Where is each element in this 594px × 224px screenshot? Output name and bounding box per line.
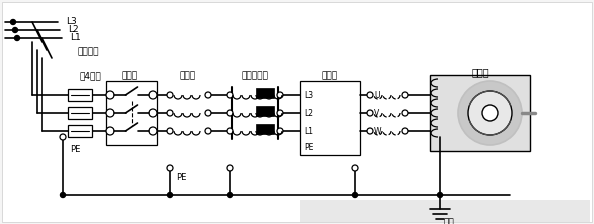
Text: PE: PE [176,174,187,183]
Circle shape [402,92,408,98]
Text: V: V [374,108,379,118]
Text: 进线电抗器: 进线电抗器 [242,71,268,80]
Text: L3: L3 [304,90,313,99]
Circle shape [167,165,173,171]
Circle shape [227,165,233,171]
Text: L2: L2 [304,108,313,118]
Text: L2: L2 [68,24,78,34]
Circle shape [277,92,283,98]
Text: W: W [374,127,381,136]
Text: 隔离开关: 隔离开关 [78,47,100,56]
Circle shape [12,28,17,32]
Circle shape [167,110,173,116]
Text: U: U [374,90,380,99]
Circle shape [438,192,443,198]
Bar [430,75,530,151]
Text: L3: L3 [66,17,77,26]
Text: 接地: 接地 [444,218,455,224]
Bar [256,124,274,134]
Circle shape [352,165,358,171]
Bar [256,88,274,98]
Text: PE: PE [304,142,314,151]
Circle shape [402,128,408,134]
Circle shape [14,35,20,41]
Circle shape [228,192,232,198]
Bar [300,200,590,222]
Bar [68,89,92,101]
Circle shape [149,127,157,135]
Text: 煙4断器: 煙4断器 [80,71,102,80]
Circle shape [167,92,173,98]
Bar [68,125,92,137]
Circle shape [11,19,15,24]
Circle shape [61,192,65,198]
Circle shape [60,134,66,140]
Bar [300,81,360,155]
Circle shape [106,127,114,135]
Circle shape [149,91,157,99]
Circle shape [468,91,512,135]
Bar [106,81,157,145]
Circle shape [352,192,358,198]
Circle shape [106,109,114,117]
Text: L1: L1 [304,127,313,136]
Circle shape [367,128,373,134]
Text: PE: PE [70,144,80,153]
Circle shape [458,81,522,145]
Circle shape [168,192,172,198]
Text: 接触器: 接触器 [122,71,138,80]
Circle shape [482,105,498,121]
Bar [68,107,92,119]
Text: 滤波器: 滤波器 [180,71,196,80]
Circle shape [367,92,373,98]
Circle shape [205,92,211,98]
Text: 电动机: 电动机 [471,67,489,77]
Circle shape [277,110,283,116]
Circle shape [106,91,114,99]
Circle shape [402,110,408,116]
Text: L1: L1 [70,32,81,41]
Circle shape [227,128,233,134]
Circle shape [227,92,233,98]
Circle shape [205,128,211,134]
Circle shape [227,110,233,116]
Circle shape [149,109,157,117]
Circle shape [167,128,173,134]
Circle shape [205,110,211,116]
Bar [256,106,274,116]
Circle shape [277,128,283,134]
Text: 变频器: 变频器 [322,71,338,80]
Circle shape [367,110,373,116]
